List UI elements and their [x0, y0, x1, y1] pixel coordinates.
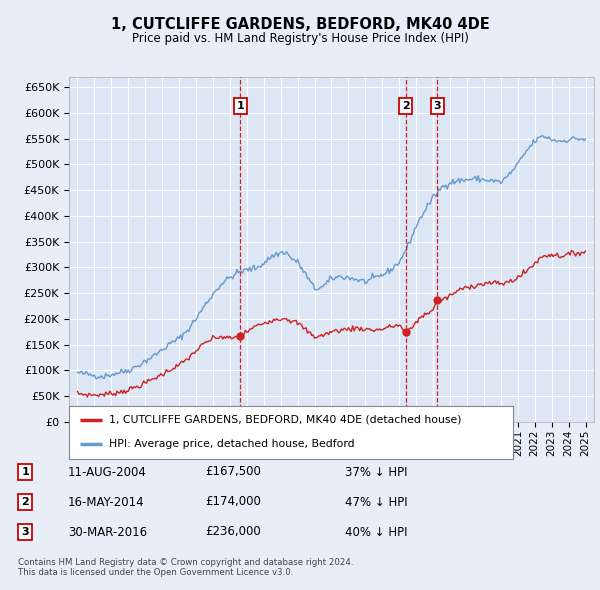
- Text: 37% ↓ HPI: 37% ↓ HPI: [345, 466, 407, 478]
- Text: 1, CUTCLIFFE GARDENS, BEDFORD, MK40 4DE: 1, CUTCLIFFE GARDENS, BEDFORD, MK40 4DE: [110, 17, 490, 31]
- Text: £236,000: £236,000: [205, 526, 261, 539]
- Text: HPI: Average price, detached house, Bedford: HPI: Average price, detached house, Bedf…: [109, 439, 355, 449]
- Text: Contains HM Land Registry data © Crown copyright and database right 2024.
This d: Contains HM Land Registry data © Crown c…: [18, 558, 353, 578]
- Text: 2: 2: [22, 497, 29, 507]
- Text: 3: 3: [434, 101, 441, 111]
- Text: Price paid vs. HM Land Registry's House Price Index (HPI): Price paid vs. HM Land Registry's House …: [131, 32, 469, 45]
- Text: 1: 1: [22, 467, 29, 477]
- Text: £174,000: £174,000: [205, 496, 261, 509]
- Text: 11-AUG-2004: 11-AUG-2004: [68, 466, 147, 478]
- Text: 3: 3: [22, 527, 29, 537]
- Text: 2: 2: [401, 101, 409, 111]
- Text: £167,500: £167,500: [205, 466, 261, 478]
- Text: 1, CUTCLIFFE GARDENS, BEDFORD, MK40 4DE (detached house): 1, CUTCLIFFE GARDENS, BEDFORD, MK40 4DE …: [109, 415, 461, 425]
- Text: 40% ↓ HPI: 40% ↓ HPI: [345, 526, 407, 539]
- Text: 16-MAY-2014: 16-MAY-2014: [68, 496, 145, 509]
- Text: 1: 1: [236, 101, 244, 111]
- Text: 30-MAR-2016: 30-MAR-2016: [68, 526, 147, 539]
- Text: 47% ↓ HPI: 47% ↓ HPI: [345, 496, 407, 509]
